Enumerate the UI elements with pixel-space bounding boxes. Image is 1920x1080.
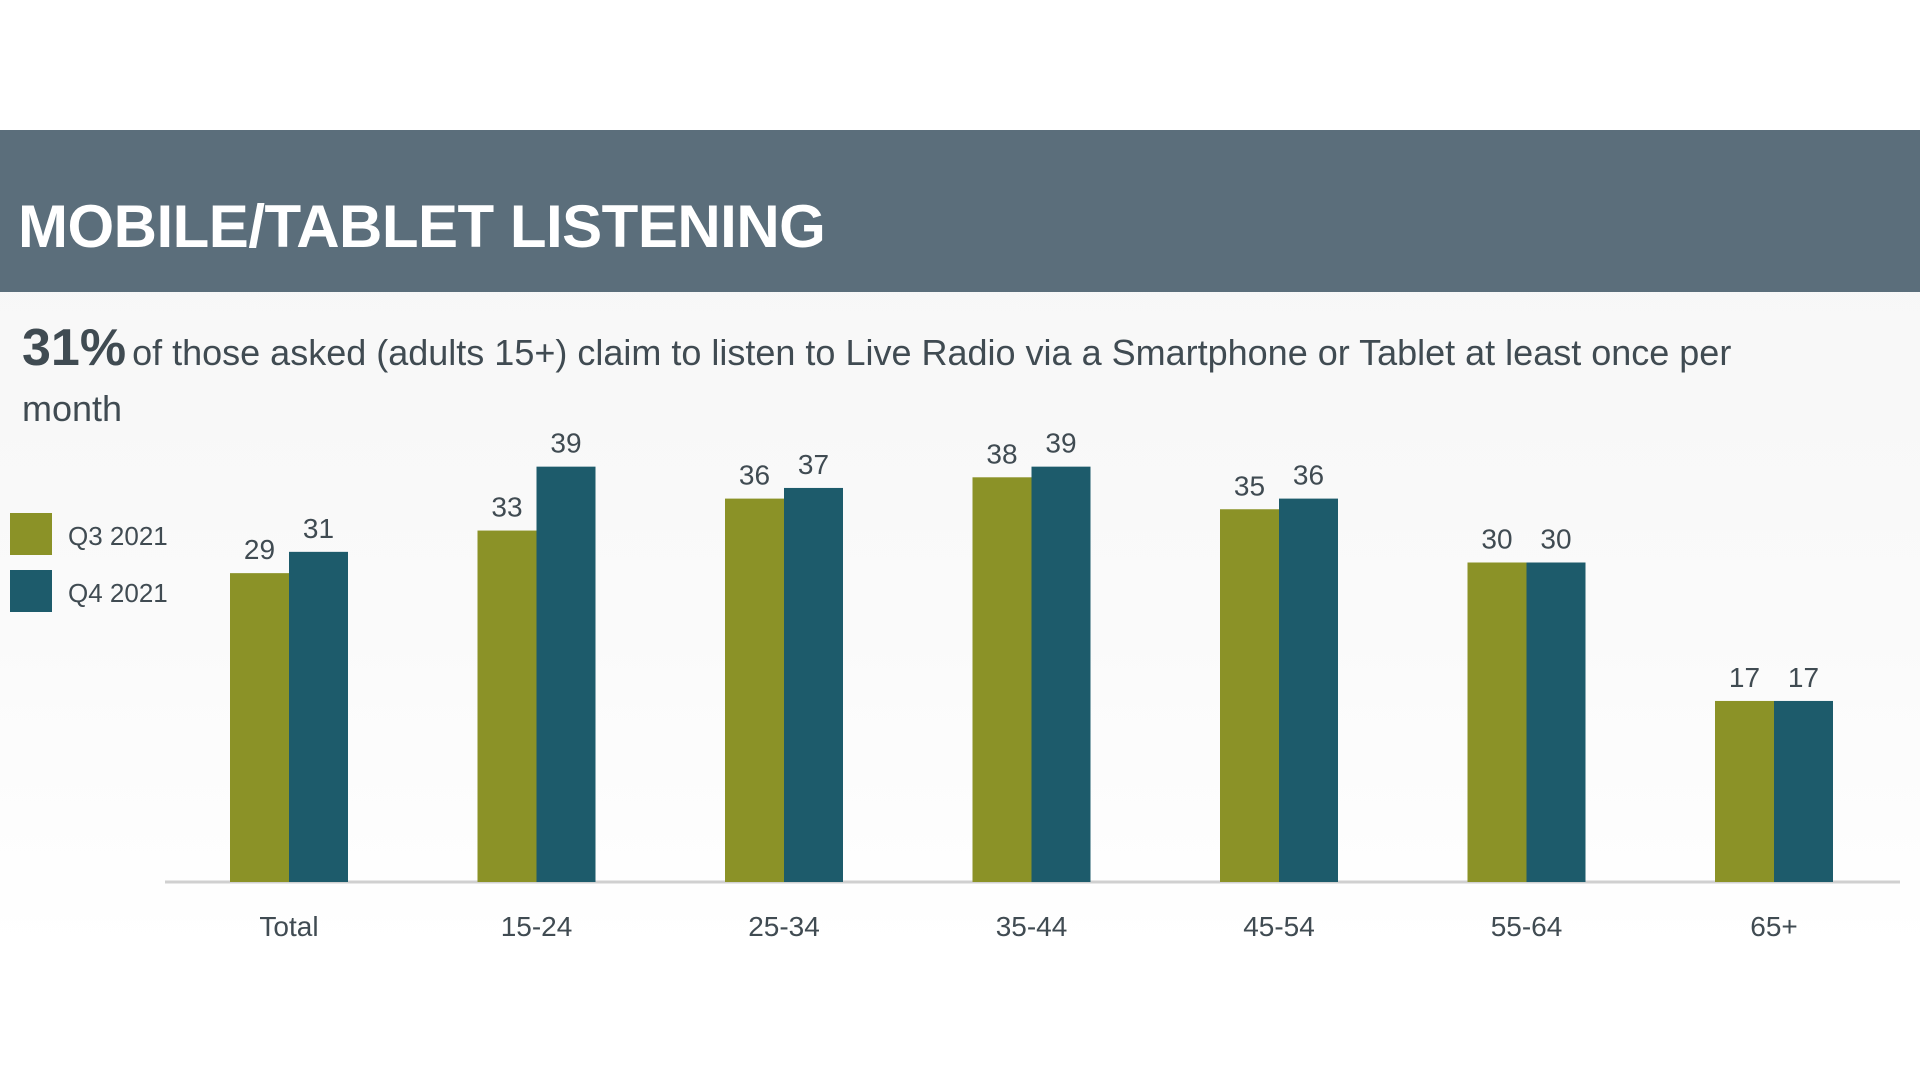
bar-chart: 29 31 Total 33 39 15-24 36 37 25-34 38 39 35-44 35 36… <box>165 428 1900 942</box>
slide: MOBILE/TABLET LISTENING 31% of those aske… <box>0 130 1920 950</box>
bar-value-q4-5: 30 <box>1540 524 1571 555</box>
bar-value-q4-1: 39 <box>550 428 581 459</box>
bar-value-q4-3: 39 <box>1045 428 1076 459</box>
bar-q4-6 <box>1774 700 1833 882</box>
category-label-0: Total <box>259 911 318 942</box>
category-label-4: 45-54 <box>1243 911 1315 942</box>
bar-q4-1 <box>536 466 596 882</box>
bar-value-q4-6: 17 <box>1788 662 1819 693</box>
legend-swatch-q4 <box>10 570 52 612</box>
bar-value-q3-2: 36 <box>739 460 770 491</box>
bar-value-q3-6: 17 <box>1729 662 1760 693</box>
bar-value-q4-2: 37 <box>798 449 829 480</box>
bar-q3-4 <box>1220 509 1279 882</box>
bar-q3-3 <box>972 477 1032 882</box>
bar-value-q3-3: 38 <box>986 438 1017 469</box>
category-label-5: 55-64 <box>1491 911 1563 942</box>
subtitle: 31% of those asked (adults 15+) claim to … <box>22 320 1782 437</box>
category-label-1: 15-24 <box>501 911 573 942</box>
legend-label-q3: Q3 2021 <box>68 521 168 551</box>
subtitle-highlight: 31% <box>22 319 127 377</box>
bar-value-q3-5: 30 <box>1481 524 1512 555</box>
bar-value-q3-4: 35 <box>1234 470 1265 501</box>
bar-q4-4 <box>1279 498 1338 882</box>
bar-q3-5 <box>1467 562 1527 882</box>
subtitle-text: of those asked (adults 15+) claim to lis… <box>22 332 1732 429</box>
bar-q3-6 <box>1715 700 1774 882</box>
bar-q4-5 <box>1526 562 1586 882</box>
title-bar: MOBILE/TABLET LISTENING <box>0 130 1920 292</box>
slide-title: MOBILE/TABLET LISTENING <box>18 193 826 260</box>
bar-value-q3-1: 33 <box>491 492 522 523</box>
category-label-2: 25-34 <box>748 911 820 942</box>
bar-q3-2 <box>725 498 784 882</box>
category-label-6: 65+ <box>1750 911 1798 942</box>
bar-q3-0 <box>230 573 289 882</box>
category-label-3: 35-44 <box>996 911 1068 942</box>
bar-value-q3-0: 29 <box>244 534 275 565</box>
bar-q4-3 <box>1031 466 1091 882</box>
legend-swatch-q3 <box>10 513 52 555</box>
bar-q4-2 <box>784 487 843 882</box>
bar-q3-1 <box>477 530 537 882</box>
legend-label-q4: Q4 2021 <box>68 578 168 608</box>
bar-q4-0 <box>289 551 348 882</box>
bar-value-q4-4: 36 <box>1293 460 1324 491</box>
bar-value-q4-0: 31 <box>303 513 334 544</box>
